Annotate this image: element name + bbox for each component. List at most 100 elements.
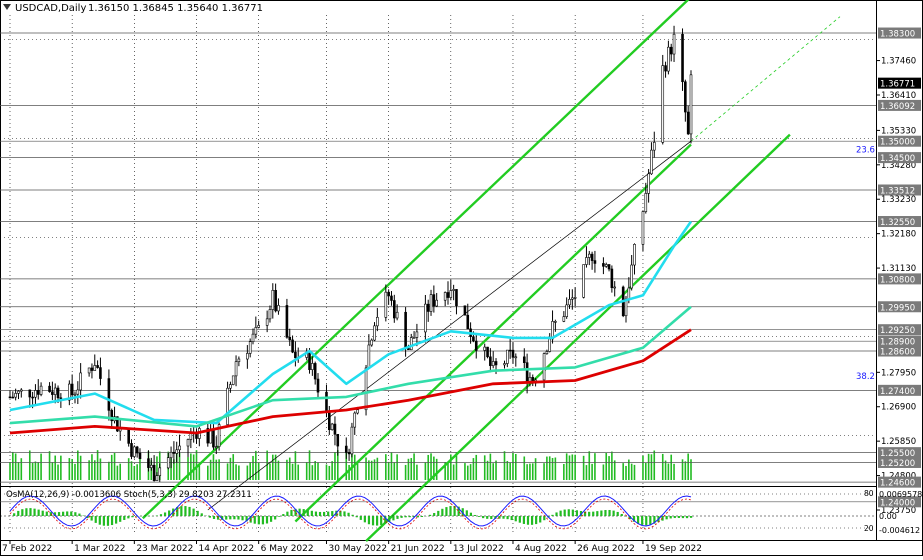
volume-bar [665,461,667,480]
candle-body [543,354,545,380]
osma-bar [368,516,370,524]
candle-body [49,386,51,392]
candle-body [9,397,11,398]
volume-bar [35,462,37,480]
candle-body [94,365,96,370]
candle-body [447,292,449,297]
osma-bar [490,516,492,519]
candle-body [156,476,158,481]
candle-body [628,288,630,299]
volume-bar [74,464,76,480]
candle-body [275,290,277,311]
volume-bar [504,451,506,480]
candle-body [504,364,506,365]
candle-body [602,263,604,266]
candle-body [667,47,669,71]
candle-body [131,443,133,456]
candle-body [645,193,647,211]
price-level-tag-label: 1.24600 [880,479,915,489]
price-level-tag-label: 1.34500 [880,154,915,164]
osma-bar [564,510,566,516]
candle-body [246,353,248,359]
volume-bar [134,466,136,480]
candle-body [153,465,155,480]
volume-bar [128,458,130,480]
volume-bar [368,460,370,480]
osma-bar [445,507,447,516]
price-level-tag-label: 1.30800 [880,275,915,285]
candle-body [80,373,82,390]
osma-bar [254,516,256,524]
x-tick-label: 19 Sep 2022 [645,544,702,554]
volume-bar [685,461,687,480]
volume-bar [272,455,274,480]
fib-level-label: 38.2 [856,372,875,382]
volume-bar [37,462,39,480]
osma-bar [429,515,431,516]
volume-bar [371,461,373,480]
volume-bar [131,461,133,480]
volume-bar [487,461,489,480]
candle-body [687,112,689,134]
osma-bar [372,516,374,525]
candle-body [173,452,175,453]
x-tick-label: 7 Feb 2022 [2,544,52,554]
volume-bar [9,462,11,480]
osma-bar [511,516,513,520]
candle-body [54,388,56,395]
x-tick-label: 4 Aug 2022 [515,544,567,554]
osma-bar [396,516,398,519]
candle-body [212,430,214,447]
osma-bar [596,511,598,516]
osma-bar [400,516,402,518]
price-level-tag-label: 1.27400 [880,387,915,397]
stoch-80-label: 80 [864,489,874,498]
candle-body [77,390,79,394]
osma-bar [38,510,40,516]
volume-bar [314,461,316,480]
osma-bar [233,516,235,519]
y-tick-label: 1.35330 [881,126,916,136]
indicator-axis-label: 0.00 [879,512,897,521]
volume-bar [12,452,14,480]
candle-body [633,244,635,265]
osma-bar [282,514,284,516]
osma-bar [515,516,517,521]
candle-body [427,304,429,311]
candle-body [495,361,497,364]
osma-bar [58,512,60,516]
volume-bar [255,451,257,480]
osma-bar [46,512,48,516]
price-level-tag-label: 1.25200 [880,459,915,469]
candle-body [526,363,528,382]
volume-bar [91,454,93,480]
volume-bar [29,450,31,480]
volume-bar [625,466,627,480]
volume-bar [490,454,492,480]
x-tick-label: 26 Aug 2022 [577,544,635,554]
osma-bar [405,516,407,517]
volume-bar [642,456,644,480]
osma-bar [527,516,529,525]
volume-bar [591,464,593,480]
candle-body [179,446,181,450]
candle-body [436,300,438,306]
volume-bar [60,456,62,480]
volume-bar [252,456,254,480]
osma-bar [347,513,349,516]
osma-bar [551,515,553,516]
volume-bar [588,451,590,480]
volume-bar [529,464,531,480]
osma-bar [62,512,64,516]
volume-bar [15,453,17,480]
osma-bar [437,511,439,516]
stoch-20-label: 20 [864,524,874,533]
osma-bar [380,516,382,525]
osma-bar [193,509,195,516]
candle-body [509,350,511,351]
osma-bar [323,512,325,516]
volume-bar [549,456,551,480]
candle-body [574,297,576,298]
